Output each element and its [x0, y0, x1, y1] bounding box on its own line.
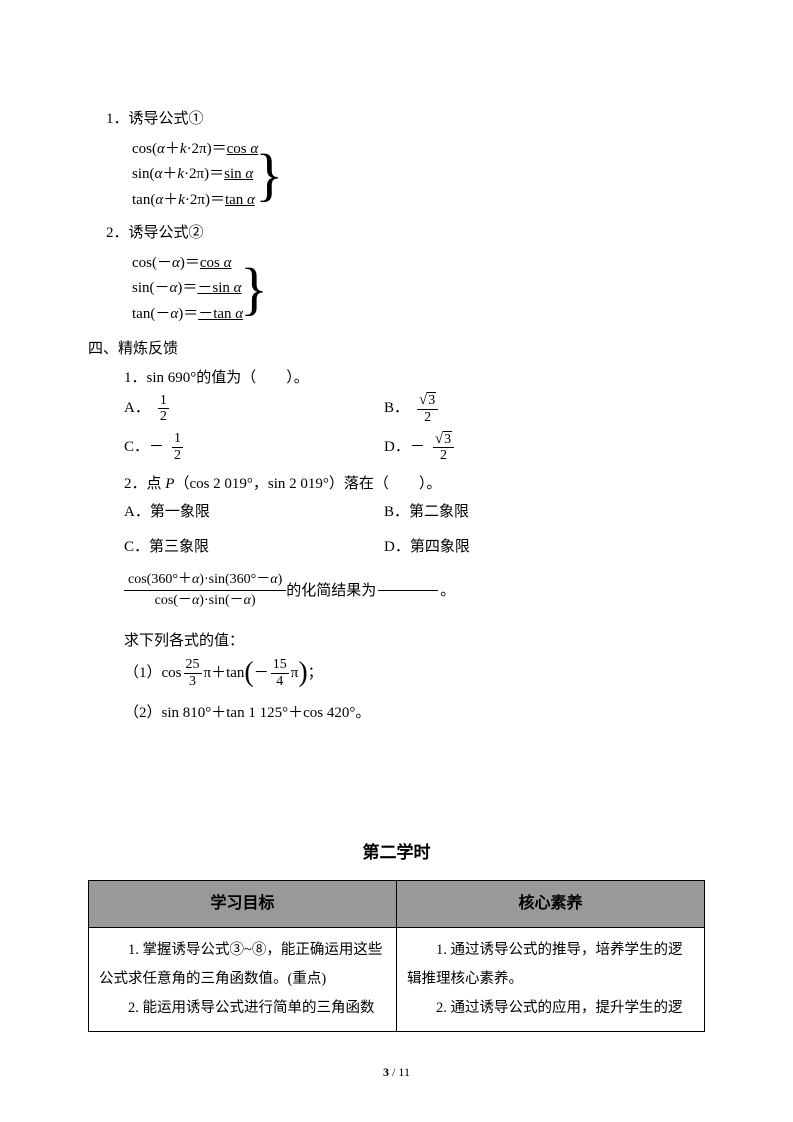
q4-1-f2-num: 15 — [271, 657, 289, 673]
q4-1-neg: － — [254, 659, 269, 688]
q1-choice-D: D．－√32 — [384, 431, 644, 464]
q1-choices: A．12B．√32C．－12D．－√32 — [124, 392, 705, 464]
q4-1-end: ； — [308, 659, 323, 688]
q4-1-mid: π＋tan — [204, 659, 245, 688]
th-goal: 学习目标 — [89, 880, 397, 927]
td-goal: 1. 掌握诱导公式③~⑧，能正确运用这些公式求任意角的三角函数值。(重点) 2.… — [89, 928, 397, 1032]
q4-1-prefix: （1）cos — [124, 659, 182, 688]
q4-1: （1）cos 25 3 π＋tan ( － 15 4 π ) ； — [124, 657, 705, 689]
q4-1-f1-num: 25 — [184, 657, 202, 673]
q1-choice-C: C．－12 — [124, 431, 384, 464]
q2-choice-B: B．第二象限 — [384, 498, 644, 527]
q1-text: 1．sin 690°的值为（ ）。 — [124, 364, 705, 393]
q3-line: cos(360°＋α)·sin(360°－α) cos(－α)·sin(－α) … — [124, 571, 705, 610]
q4-2: （2）sin 810°＋tan 1 125°＋cos 420°。 — [124, 699, 705, 728]
q4-1-f2-den: 4 — [274, 674, 285, 689]
td-core: 1. 通过诱导公式的推导，培养学生的逻辑推理核心素养。 2. 通过诱导公式的应用… — [397, 928, 705, 1032]
q4-1-frac2: 15 4 — [271, 657, 289, 689]
goals-table: 学习目标 核心素养 1. 掌握诱导公式③~⑧，能正确运用这些公式求任意角的三角函… — [88, 880, 705, 1032]
lesson-title: 第二学时 — [88, 837, 705, 869]
q1-choice-B: B．√32 — [384, 392, 644, 425]
page-footer: 3 / 11 — [0, 1061, 793, 1084]
q3-fraction: cos(360°＋α)·sin(360°－α) cos(－α)·sin(－α) — [124, 571, 286, 610]
q2-choice-A: A．第一象限 — [124, 498, 384, 527]
page-total: 11 — [398, 1065, 410, 1079]
brace-right-2: } — [240, 263, 268, 315]
q4-1-f1-den: 3 — [187, 674, 198, 689]
q1-choice-A: A．12 — [124, 392, 384, 425]
section4-title: 四、精炼反馈 — [88, 335, 705, 364]
brace-right-1: } — [255, 149, 283, 201]
q3-tail: 的化简结果为 — [286, 577, 376, 606]
formula-group-1: cos(α＋k·2π)＝cos αsin(α＋k·2π)＝sin αtan(α＋… — [106, 137, 705, 214]
page-current: 3 — [383, 1065, 389, 1079]
q2-choice-C: C．第三象限 — [124, 533, 384, 562]
formula-group-2: cos(－α)＝cos αsin(－α)＝－sin αtan(－α)＝－tan … — [106, 251, 705, 328]
q2-choice-D: D．第四象限 — [384, 533, 644, 562]
q2-text: 2．点 P（cos 2 019°，sin 2 019°）落在（ ）。 — [124, 470, 705, 499]
th-core: 核心素养 — [397, 880, 705, 927]
q4-1-pi: π — [291, 659, 299, 688]
q3-blank[interactable] — [378, 590, 438, 591]
formula1-title: 1．诱导公式① — [106, 105, 705, 134]
q4-1-frac1: 25 3 — [184, 657, 202, 689]
formula2-title: 2．诱导公式② — [106, 219, 705, 248]
q4-title: 求下列各式的值： — [124, 627, 705, 656]
q3-end: 。 — [440, 577, 455, 606]
q2-choices: A．第一象限B．第二象限C．第三象限D．第四象限 — [124, 498, 705, 561]
